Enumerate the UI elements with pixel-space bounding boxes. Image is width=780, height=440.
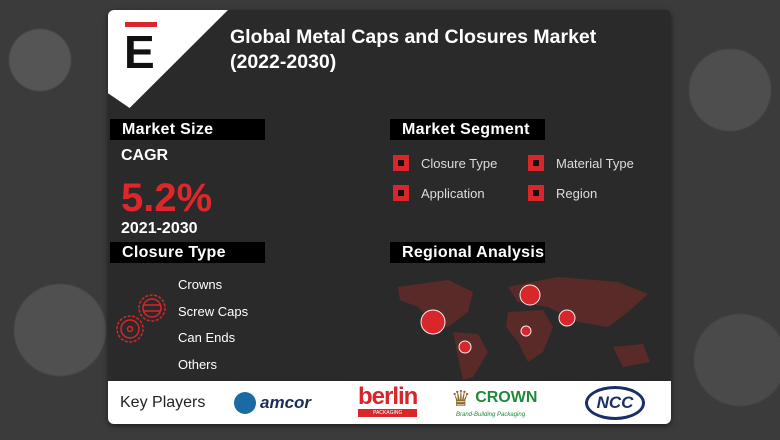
infographic-card: E Global Metal Caps and Closures Market … [108, 10, 671, 424]
region-bubble [420, 309, 446, 335]
bullet-icon [528, 155, 544, 171]
bottle-cap-icon [116, 294, 166, 343]
cagr-label: CAGR [121, 147, 169, 164]
closure-item: Others [178, 357, 218, 372]
closure-type-header: Closure Type [110, 242, 265, 263]
bullet-icon [393, 155, 409, 171]
world-map [398, 277, 650, 380]
segment-item: Material Type [528, 155, 634, 171]
segment-item: Region [528, 185, 597, 201]
segment-item: Closure Type [393, 155, 497, 171]
amcor-logo: amcor [234, 392, 311, 414]
bullet-icon [393, 185, 409, 201]
cagr-period: 2021-2030 [121, 220, 198, 237]
ncc-logo: NCC [585, 386, 645, 420]
closure-item: Can Ends [178, 330, 236, 345]
cagr-value: 5.2% [121, 176, 213, 220]
region-bubble [520, 325, 532, 337]
key-players-bar: Key Players amcor berlin PACKAGING ♛ CRO… [108, 381, 671, 424]
bullet-icon [528, 185, 544, 201]
segment-item: Application [393, 185, 485, 201]
market-size-header: Market Size [110, 119, 265, 140]
brand-logo: E [108, 10, 228, 108]
berlin-packaging-logo: berlin PACKAGING [358, 383, 418, 417]
region-bubble [519, 284, 541, 306]
market-segment-header: Market Segment [390, 119, 545, 140]
key-players-label: Key Players [120, 394, 206, 411]
closure-item: Crowns [178, 277, 223, 292]
closure-item: Screw Caps [178, 304, 249, 319]
region-bubble [458, 340, 472, 354]
region-bubble [558, 309, 576, 327]
crown-logo: ♛ CROWN Brand-Building Packaging [451, 386, 538, 418]
page-title: Global Metal Caps and Closures Market (2… [230, 26, 597, 73]
regional-analysis-header: Regional Analysis [390, 242, 545, 263]
